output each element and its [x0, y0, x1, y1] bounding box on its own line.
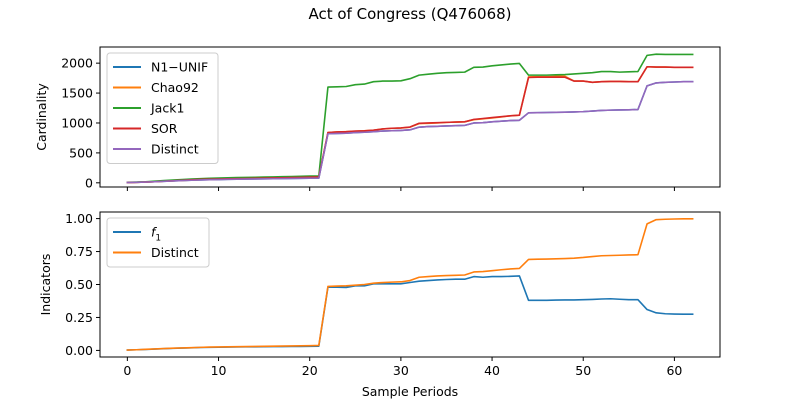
y-tick-label: 1000: [61, 115, 93, 130]
legend-item: Distinct: [113, 142, 199, 157]
x-tick-label: 60: [666, 363, 682, 378]
series-line-f1: [126, 275, 694, 351]
legend-item: f1: [113, 225, 161, 244]
y-tick-label: 2000: [61, 56, 93, 71]
legend: N1−UNIF Chao92 Jack1 SOR Distinct: [106, 52, 219, 164]
top-panel-cardinality: 0 500 1000 1500 2000 Cardinality N1−UNIF Chao92…: [34, 46, 721, 191]
y-tick-label: 1.00: [65, 211, 93, 226]
y-tick-label: 1500: [61, 86, 93, 101]
legend-label: N1−UNIF: [151, 60, 208, 75]
bottom-panel-indicators: 0 10 20 30 40 50 60 0.00 0.25 0.50 0.75 1.00 Indicat…: [38, 211, 721, 399]
y-tick-label: 0.75: [65, 244, 93, 259]
legend-label: f1: [151, 225, 161, 244]
x-tick-label: 20: [302, 363, 318, 378]
legend-item: Chao92: [113, 80, 199, 95]
x-axis-label: Sample Periods: [362, 384, 458, 399]
legend-item: SOR: [113, 121, 178, 136]
series-lines: [126, 218, 694, 351]
y-tick-label: 0.50: [65, 277, 93, 292]
legend-label: Jack1: [150, 101, 184, 116]
x-tick-label: 0: [123, 363, 131, 378]
legend-label: SOR: [151, 121, 178, 136]
figure-title: Act of Congress (Q476068): [308, 5, 511, 23]
series-line-distinct: [126, 80, 694, 184]
series-lines: [126, 53, 694, 184]
series-line-distinct: [126, 218, 694, 351]
x-tick-label: 50: [575, 363, 591, 378]
y-tick-label: 0.00: [65, 343, 93, 358]
legend-label: Distinct: [151, 245, 199, 260]
y-tick-label: 0.25: [65, 310, 93, 325]
legend-item: N1−UNIF: [113, 60, 208, 75]
legend-label: Chao92: [151, 80, 199, 95]
x-tick-label: 40: [484, 363, 500, 378]
x-tick-label: 30: [393, 363, 409, 378]
y-tick-label: 0: [85, 175, 93, 190]
x-tick-label: 10: [211, 363, 227, 378]
y-tick-label: 500: [69, 145, 93, 160]
y-axis-label: Indicators: [38, 254, 53, 316]
legend-item: Distinct: [113, 245, 199, 260]
series-line-jack1: [126, 53, 694, 184]
legend-item: Jack1: [113, 101, 184, 116]
axes-frame: [99, 46, 721, 188]
legend-label: Distinct: [151, 142, 199, 157]
y-axis-label: Cardinality: [34, 83, 49, 151]
